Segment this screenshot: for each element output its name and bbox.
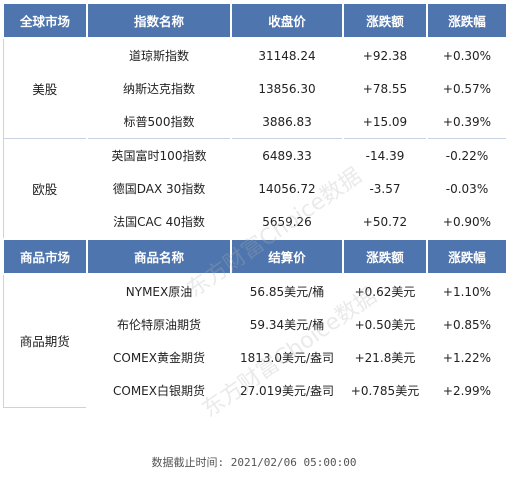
commodity-name: 布伦特原油期货 [86, 308, 232, 341]
table-row: 法国CAC 40指数 5659.26 +50.72 +0.90% [3, 205, 508, 239]
change-pct: +2.99% [426, 374, 508, 407]
commodity-name: COMEX黄金期货 [86, 341, 232, 374]
group-label-commodities: 商品期货 [2, 273, 88, 408]
change-pct: -0.22% [426, 138, 508, 172]
header-settle: 结算价 [230, 238, 344, 275]
close-value: 14056.72 [230, 172, 344, 205]
group-label-eu: 欧股 [2, 138, 88, 240]
header-close: 收盘价 [230, 2, 344, 39]
close-value: 5659.26 [230, 205, 344, 239]
header-change-pct: 涨跌幅 [426, 238, 508, 275]
close-value: 31148.24 [230, 38, 344, 72]
table-row: 布伦特原油期货 59.34美元/桶 +0.50美元 +0.85% [3, 308, 508, 341]
table-row: 德国DAX 30指数 14056.72 -3.57 -0.03% [3, 172, 508, 205]
header-market: 全球市场 [2, 2, 88, 39]
change-value: -14.39 [342, 138, 428, 172]
index-name: 法国CAC 40指数 [86, 205, 232, 239]
group-label-us: 美股 [2, 37, 88, 139]
change-value: +50.72 [342, 205, 428, 239]
commodity-name: COMEX白银期货 [86, 374, 232, 407]
table-row: 纳斯达克指数 13856.30 +78.55 +0.57% [3, 72, 508, 105]
change-pct: +1.10% [426, 274, 508, 308]
header-commodity-market: 商品市场 [2, 238, 88, 275]
index-name: 德国DAX 30指数 [86, 172, 232, 205]
header-row-stocks: 全球市场 指数名称 收盘价 涨跌额 涨跌幅 [2, 2, 508, 39]
settle-value: 1813.0美元/盎司 [230, 341, 344, 374]
header-change-pct: 涨跌幅 [426, 2, 508, 39]
change-pct: +0.30% [426, 38, 508, 72]
header-change: 涨跌额 [342, 2, 428, 39]
change-pct: +0.90% [426, 205, 508, 239]
change-value: +0.62美元 [342, 274, 428, 308]
index-name: 道琼斯指数 [86, 38, 232, 72]
change-pct: +0.85% [426, 308, 508, 341]
settle-value: 27.019美元/盎司 [230, 374, 344, 407]
index-name: 纳斯达克指数 [86, 72, 232, 105]
change-value: +0.50美元 [342, 308, 428, 341]
header-index-name: 指数名称 [86, 2, 232, 39]
index-name: 英国富时100指数 [86, 138, 232, 172]
change-value: -3.57 [342, 172, 428, 205]
change-value: +0.785美元 [342, 374, 428, 407]
change-value: +15.09 [342, 105, 428, 139]
commodity-name: NYMEX原油 [86, 274, 232, 308]
change-value: +78.55 [342, 72, 428, 105]
settle-value: 59.34美元/桶 [230, 308, 344, 341]
change-value: +92.38 [342, 38, 428, 72]
header-change: 涨跌额 [342, 238, 428, 275]
data-timestamp-footer: 数据截止时间: 2021/02/06 05:00:00 [151, 456, 357, 469]
table-row: 美股 道琼斯指数 31148.24 +92.38 +0.30% [2, 37, 508, 139]
market-table: 全球市场 指数名称 收盘价 涨跌额 涨跌幅 美股 道琼斯指数 31148.24 … [2, 2, 508, 408]
close-value: 13856.30 [230, 72, 344, 105]
change-pct: +0.57% [426, 72, 508, 105]
close-value: 3886.83 [230, 105, 344, 139]
index-name: 标普500指数 [86, 105, 232, 139]
table-row: COMEX白银期货 27.019美元/盎司 +0.785美元 +2.99% [3, 374, 508, 407]
change-pct: -0.03% [426, 172, 508, 205]
change-value: +21.8美元 [342, 341, 428, 374]
table-row: 商品期货 NYMEX原油 56.85美元/桶 +0.62美元 +1.10% [2, 273, 508, 408]
close-value: 6489.33 [230, 138, 344, 172]
table-row: 标普500指数 3886.83 +15.09 +0.39% [3, 105, 508, 139]
header-row-commodities: 商品市场 商品名称 结算价 涨跌额 涨跌幅 [2, 238, 508, 275]
change-pct: +1.22% [426, 341, 508, 374]
table-row: COMEX黄金期货 1813.0美元/盎司 +21.8美元 +1.22% [3, 341, 508, 374]
header-commodity-name: 商品名称 [86, 238, 232, 275]
table-row: 欧股 英国富时100指数 6489.33 -14.39 -0.22% [2, 138, 508, 240]
change-pct: +0.39% [426, 105, 508, 139]
settle-value: 56.85美元/桶 [230, 274, 344, 308]
